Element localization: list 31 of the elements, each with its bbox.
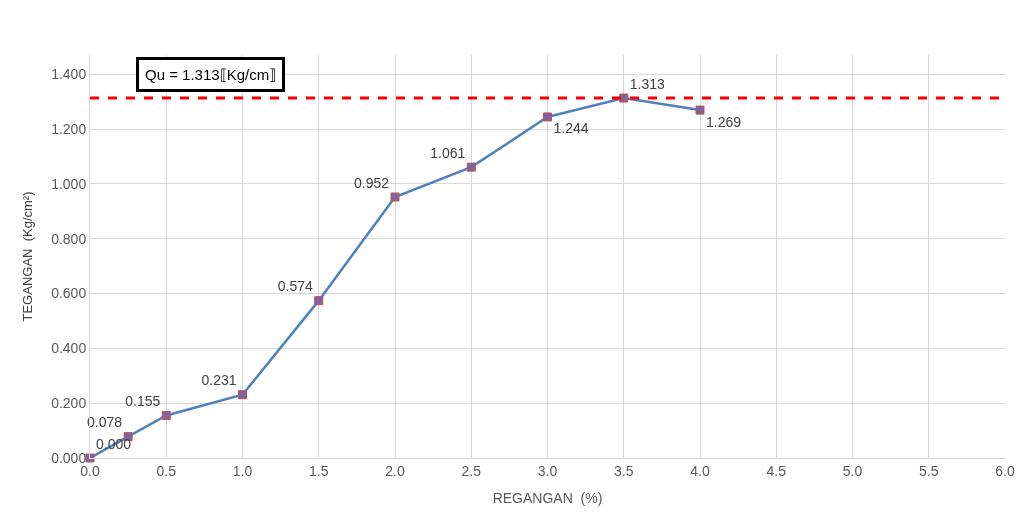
y-tick-label: 0.400	[51, 340, 87, 357]
y-tick-label: 1.000	[51, 175, 87, 192]
y-tick-label: 0.600	[51, 285, 87, 302]
data-label: 0.952	[353, 174, 390, 191]
x-tick-label: 4.5	[766, 462, 787, 479]
y-axis-title: TEGANGAN (Kg/cm²)	[20, 191, 36, 322]
data-label: 0.574	[277, 278, 313, 295]
x-tick-label: 3.0	[537, 462, 558, 479]
x-axis-title: REGANGAN (%)	[492, 490, 603, 507]
data-label: 0.231	[201, 372, 237, 389]
x-tick-label: 2.0	[385, 462, 405, 479]
data-label: 0.078	[87, 414, 123, 431]
y-tick-label: 0.200	[51, 395, 87, 412]
x-tick-label: 4.0	[690, 462, 710, 479]
x-tick-label: 1.5	[309, 462, 329, 479]
data-label: 1.269	[706, 113, 742, 130]
data-label: 1.313	[629, 75, 665, 92]
x-tick-label: 6.0	[995, 462, 1015, 479]
x-tick-label: 1.0	[232, 462, 253, 479]
x-tick-label: 5.5	[919, 462, 939, 479]
data-label: 1.061	[430, 144, 466, 161]
x-tick-label: 5.0	[842, 462, 863, 479]
x-tick-label: 0.5	[156, 462, 177, 479]
x-tick-label: 2.5	[461, 462, 482, 479]
x-tick-label: 3.5	[614, 462, 634, 479]
data-label: 0.155	[125, 393, 161, 410]
y-tick-label: 1.200	[51, 120, 87, 137]
y-tick-label: 1.400	[51, 66, 87, 83]
y-tick-label: 0.800	[51, 230, 87, 247]
ref-line-label: Qu = 1.313⟦Kg/cm⟧	[145, 66, 277, 83]
data-label: 1.244	[553, 120, 589, 137]
